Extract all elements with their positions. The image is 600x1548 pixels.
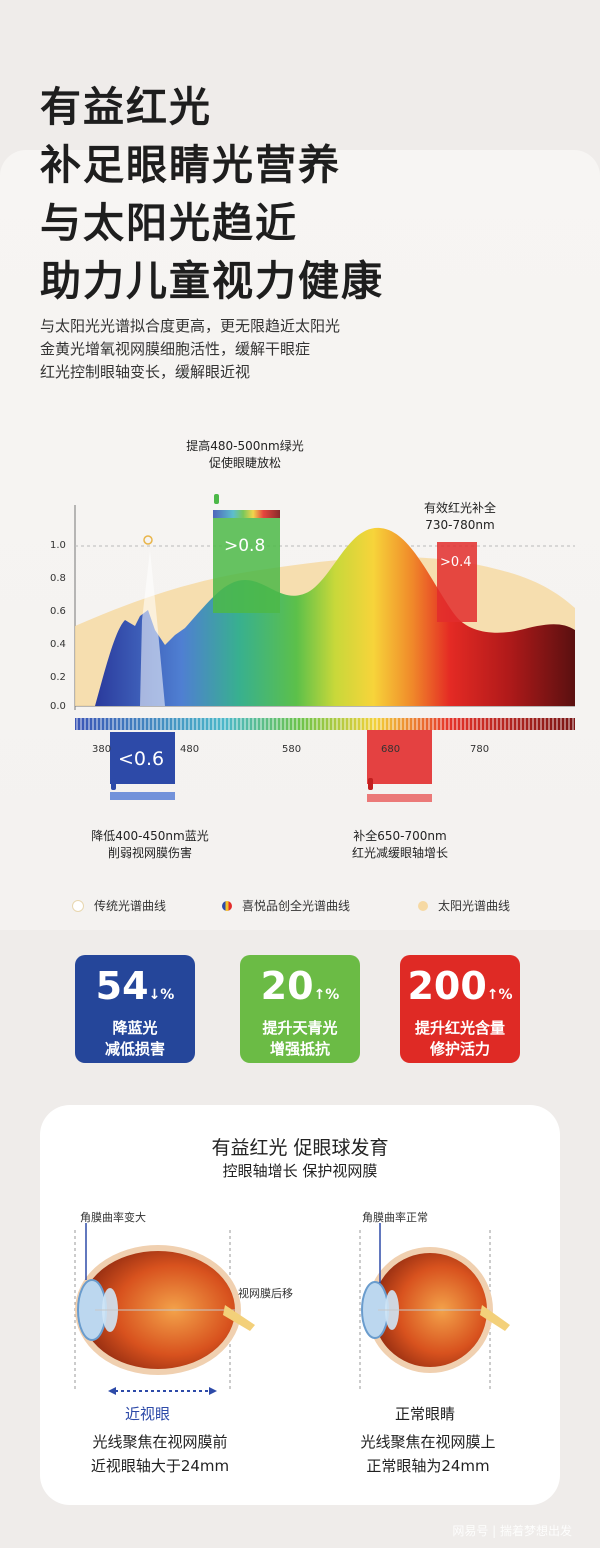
legend-dot — [418, 900, 428, 911]
stat-green: 20↑% 提升天青光 增强抵抗 — [240, 955, 360, 1063]
note-line: 提高480-500nm绿光 — [186, 439, 304, 453]
headline-line: 助力儿童视力健康 — [40, 257, 384, 305]
legend-item: 太阳光谱曲线 — [418, 897, 510, 914]
red2-note: 补全650-700nm 红光减缓眼轴增长 — [325, 828, 475, 862]
stat-red: 200↑% 提升红光含量 修护活力 — [400, 955, 520, 1063]
legend-item: 传统光谱曲线 — [72, 897, 166, 914]
headline-line: 补足眼睛光营养 — [40, 141, 341, 189]
stat-number: 20↑% — [260, 964, 340, 1008]
blue-box-label: <0.6 — [118, 748, 165, 770]
note-line: 红光减缓眼轴增长 — [351, 846, 448, 860]
red-box — [437, 542, 477, 622]
stat-blue: 54↓% 降蓝光 减低损害 — [75, 955, 195, 1063]
green-box-label: >0.8 — [224, 536, 266, 556]
red-note: 有效红光补全 730-780nm — [400, 500, 520, 534]
note-line: 削弱视网膜伤害 — [107, 846, 192, 860]
y-tick: 0.2 — [50, 672, 66, 683]
stat-line: 减低损害 — [104, 1040, 165, 1058]
cornea-label-left: 角膜曲率变大 — [80, 1211, 146, 1224]
subtitle-line: 与太阳光光谱拟合度更高，更无限趋近太阳光 — [40, 317, 341, 335]
x-tick: 580 — [282, 744, 302, 755]
note-line: 降低400-450nm蓝光 — [91, 829, 209, 843]
desc-line: 正常眼轴为24mm — [366, 1457, 490, 1475]
x-tick: 680 — [381, 744, 401, 755]
normal-desc: 光线聚焦在视网膜上 正常眼轴为24mm — [338, 1430, 518, 1478]
cornea-label-right: 角膜曲率正常 — [362, 1211, 428, 1224]
footer-watermark: 网易号 | 揣着梦想出发 — [452, 1524, 572, 1538]
top-card — [0, 150, 600, 930]
x-tick: 480 — [180, 744, 200, 755]
eye-card: 有益红光 促眼球发育 控眼轴增长 保护视网膜 — [40, 1105, 560, 1505]
subtitle-line: 红光控制眼轴变长，缓解眼近视 — [40, 363, 251, 381]
y-tick: 0.6 — [50, 606, 66, 617]
stat-line: 降蓝光 — [112, 1019, 158, 1037]
legend-label: 喜悦品创全光谱曲线 — [242, 899, 351, 913]
legend-label: 太阳光谱曲线 — [438, 899, 511, 913]
note-line: 补全650-700nm — [353, 829, 447, 843]
spectrum-svg — [74, 494, 575, 802]
retina-label: 视网膜后移 — [238, 1287, 293, 1300]
y-tick: 0.8 — [50, 573, 66, 584]
myopic-eye-name: 近视眼 — [125, 1405, 171, 1423]
headline: 有益红光 补足眼睛光营养 与太阳光趋近 助力儿童视力健康 — [40, 78, 384, 310]
headline-line: 与太阳光趋近 — [40, 199, 298, 247]
traditional-curve — [140, 550, 165, 706]
spectrum-curve — [95, 527, 575, 706]
green-note: 提高480-500nm绿光 促使眼睫放松 — [170, 438, 320, 472]
legend-dot — [72, 899, 84, 912]
legend-label: 传统光谱曲线 — [94, 899, 167, 913]
desc-line: 光线聚焦在视网膜上 — [360, 1433, 496, 1451]
myopic-eye-icon — [74, 1230, 255, 1390]
note-line: 有效红光补全 — [423, 501, 496, 515]
stat-line: 修护活力 — [429, 1040, 490, 1058]
subtitle: 与太阳光光谱拟合度更高，更无限趋近太阳光 金黄光增氧视网膜细胞活性，缓解干眼症 … — [40, 315, 340, 384]
y-tick: 1.0 — [50, 540, 66, 551]
y-tick: 0.4 — [50, 639, 66, 650]
headline-line: 有益红光 — [40, 83, 212, 131]
eye-subtitle: 控眼轴增长 保护视网膜 — [222, 1162, 378, 1180]
spectrum-chart: 1.0 0.8 0.6 0.4 0.2 0.0 380 480 580 680 … — [0, 430, 600, 870]
stat-line: 提升红光含量 — [414, 1019, 505, 1037]
stat-number: 200↑% — [407, 964, 513, 1008]
red-low-box — [367, 720, 432, 784]
blue-box — [110, 732, 175, 784]
myopic-desc: 光线聚焦在视网膜前 近视眼轴大于24mm — [70, 1430, 250, 1478]
legend-item: 喜悦品创全光谱曲线 — [222, 897, 350, 914]
green-box — [213, 518, 280, 613]
eye-illustrations — [74, 1223, 510, 1395]
red-box-label: >0.4 — [440, 555, 472, 570]
note-line: 促使眼睫放松 — [208, 456, 281, 470]
desc-line: 光线聚焦在视网膜前 — [92, 1433, 228, 1451]
x-tick: 380 — [92, 744, 112, 755]
desc-line: 近视眼轴大于24mm — [90, 1457, 230, 1475]
subtitle-line: 金黄光增氧视网膜细胞活性，缓解干眼症 — [40, 340, 311, 358]
normal-eye-icon — [359, 1230, 510, 1390]
blue-note: 降低400-450nm蓝光 削弱视网膜伤害 — [70, 828, 230, 862]
legend-dot — [222, 900, 232, 911]
y-tick: 0.0 — [50, 701, 66, 712]
stat-number: 54↓% — [95, 964, 175, 1008]
x-tick: 780 — [470, 744, 490, 755]
stat-line: 提升天青光 — [262, 1019, 338, 1037]
note-line: 730-780nm — [425, 518, 495, 532]
stat-line: 增强抵抗 — [269, 1040, 330, 1058]
normal-eye-name: 正常眼睛 — [395, 1405, 456, 1423]
eye-title: 有益红光 促眼球发育 — [211, 1137, 389, 1159]
